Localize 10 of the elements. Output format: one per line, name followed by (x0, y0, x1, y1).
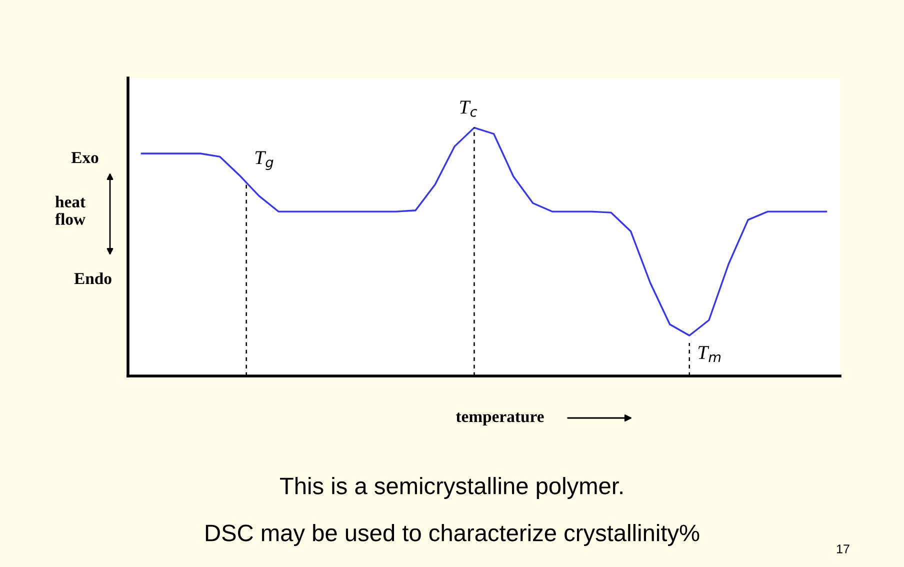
text: T$_{c}$ (460, 100, 478, 117)
text: This is a semicrystalline polymer. (280, 476, 622, 500)
text: DSC may be used to characterize crystallinity% (206, 524, 700, 546)
annotation: T$_{m}$ (698, 346, 721, 362)
x-axis-title: temperature (456, 412, 544, 426)
text: Exo (71, 152, 98, 164)
text: heat flow (55, 196, 86, 225)
text: Endo (74, 272, 112, 284)
annotation: T$_{g}$ (255, 151, 274, 170)
text: 17 (837, 544, 850, 554)
